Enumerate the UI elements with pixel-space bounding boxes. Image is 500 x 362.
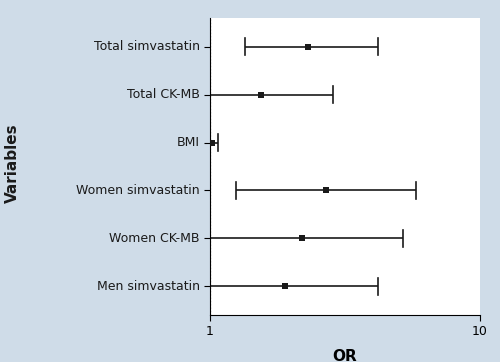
Text: Women CK-MB: Women CK-MB bbox=[110, 232, 200, 245]
Text: Total simvastatin: Total simvastatin bbox=[94, 40, 200, 53]
Text: Total CK-MB: Total CK-MB bbox=[127, 88, 200, 101]
Text: Men simvastatin: Men simvastatin bbox=[97, 280, 200, 293]
X-axis label: OR: OR bbox=[332, 349, 357, 362]
Text: Variables: Variables bbox=[5, 123, 20, 203]
Text: Women simvastatin: Women simvastatin bbox=[76, 184, 200, 197]
Text: BMI: BMI bbox=[177, 136, 200, 149]
